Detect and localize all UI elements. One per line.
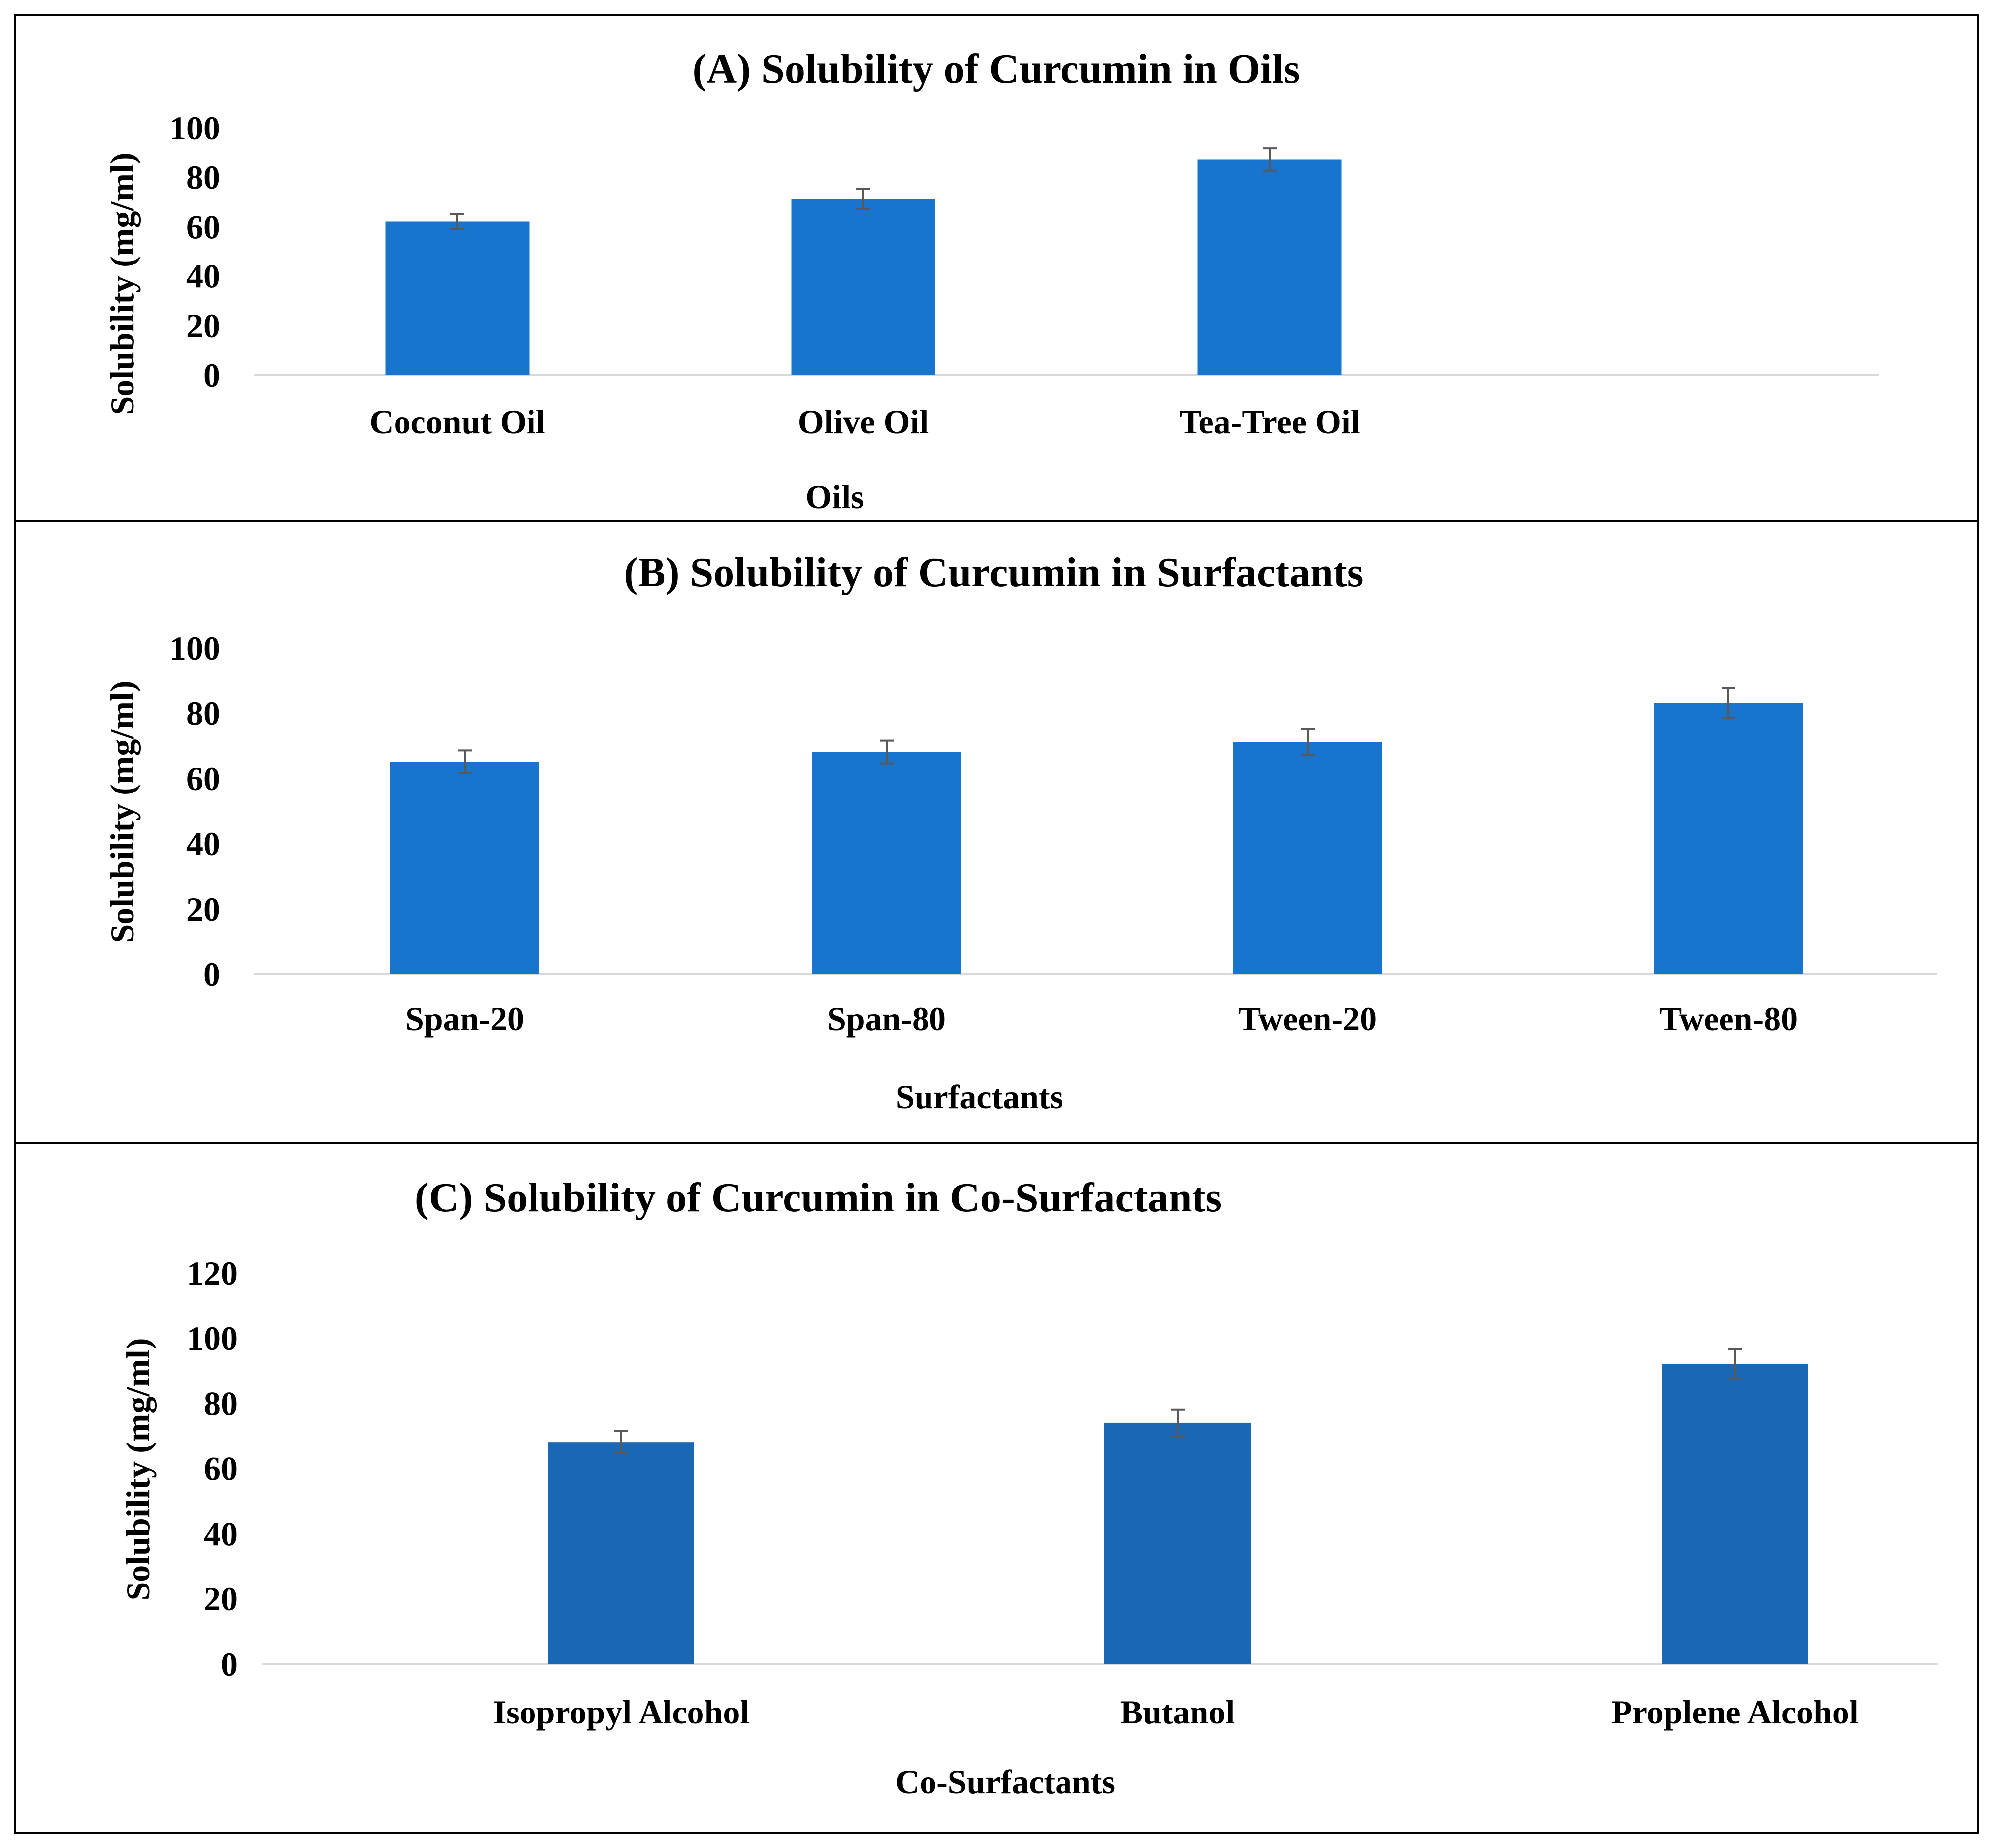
x-tick-label: Tween-20 [1238,1000,1377,1038]
bar [1104,1422,1251,1664]
y-tick-label: 60 [204,1450,238,1488]
y-axis-label: Solubility (mg/ml) [103,152,141,415]
x-tick-label: Coconut Oil [369,403,545,441]
chart-title: (C) Solubility of Curcumin in Co-Surfact… [415,1175,1222,1221]
bar [548,1442,694,1664]
error-bar [1301,728,1315,757]
error-bar [1171,1408,1185,1437]
y-tick-label: 80 [204,1385,238,1423]
error-bar [1728,1348,1742,1380]
bar [1654,703,1803,974]
y-tick-label: 100 [169,629,220,667]
error-bar [856,188,870,210]
y-tick-label: 0 [203,955,220,993]
chart-panel-a: (A) Solubility of Curcumin in Oils Solubi… [14,14,1979,522]
error-bar [1263,147,1277,172]
y-tick-label: 40 [186,825,220,863]
chart-panel-c: (C) Solubility of Curcumin in Co-Surfact… [14,1142,1979,1834]
x-tick-label: Proplene Alcohol [1611,1693,1859,1731]
bar [1233,742,1382,974]
error-bar [458,749,472,775]
bar [385,221,530,375]
bar [812,752,961,974]
x-tick-label: Olive Oil [798,403,929,441]
y-axis-label: Solubility (mg/ml) [119,1338,157,1600]
x-tick-label: Tween-80 [1659,1000,1798,1038]
y-tick-label: 20 [204,1580,238,1618]
bar [390,762,539,974]
error-bar [880,739,894,765]
chart-title: (B) Solubility of Curcumin in Surfactant… [624,549,1364,596]
x-tick-label: Tea-Tree Oil [1179,403,1360,441]
bar [791,199,935,375]
y-tick-label: 80 [186,694,220,732]
y-tick-label: 100 [169,109,220,147]
error-bar [450,213,464,230]
x-tick-label: Isopropyl Alcohol [493,1693,750,1731]
y-tick-label: 40 [204,1515,238,1553]
y-tick-label: 100 [187,1320,238,1357]
y-tick-label: 0 [221,1645,238,1683]
y-tick-label: 0 [203,356,220,394]
y-tick-label: 60 [186,760,220,797]
panel-frame [14,1142,1979,1834]
y-tick-label: 60 [186,208,220,246]
x-axis-label: Surfactants [896,1078,1063,1116]
y-tick-label: 120 [187,1254,238,1292]
chart-panel-b: (B) Solubility of Curcumin in Surfactant… [14,520,1979,1144]
error-bar [614,1430,628,1455]
bar [1197,159,1342,375]
x-axis-label: Oils [805,478,864,516]
x-tick-label: Butanol [1120,1693,1235,1731]
y-tick-label: 40 [186,258,220,295]
bar [1662,1364,1808,1664]
x-axis-label: Co-Surfactants [895,1763,1115,1801]
y-tick-label: 20 [186,890,220,928]
y-axis-label: Solubility (mg/ml) [103,680,141,943]
error-bar [1722,687,1735,719]
x-tick-label: Span-80 [827,1000,946,1038]
y-tick-label: 20 [186,307,220,345]
x-tick-label: Span-20 [405,1000,524,1038]
y-tick-label: 80 [186,158,220,196]
chart-title: (A) Solubility of Curcumin in Oils [693,46,1300,92]
